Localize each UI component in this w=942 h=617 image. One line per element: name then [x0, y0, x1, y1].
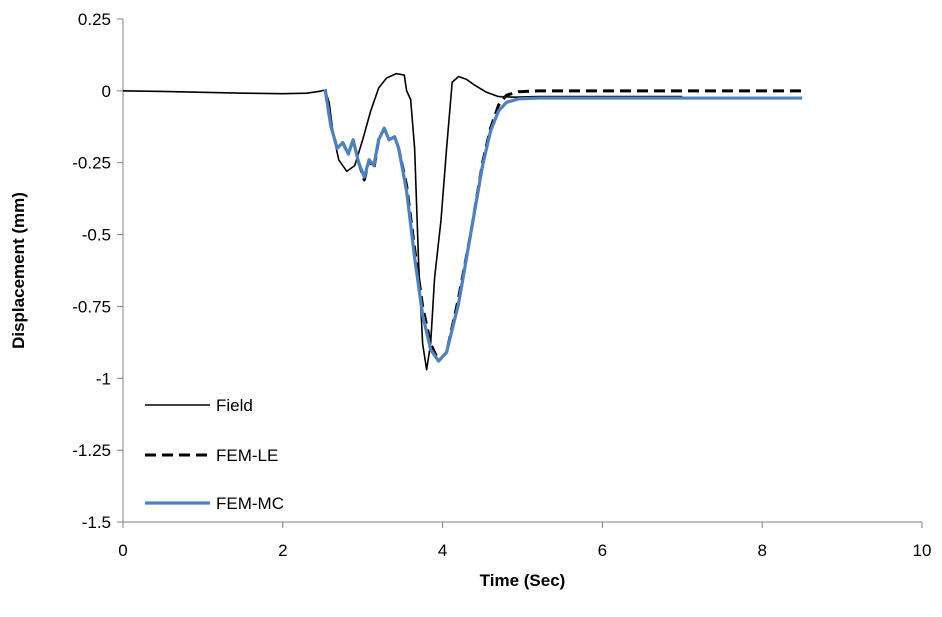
y-tick-label: -1.25 [72, 441, 111, 460]
x-tick-label: 10 [913, 541, 932, 560]
y-tick-label: -1.5 [82, 513, 111, 532]
series-lines [122, 72, 803, 371]
x-tick-label: 8 [757, 541, 766, 560]
y-tick-label: -1 [96, 369, 111, 388]
axes [122, 19, 922, 523]
legend-label-fem-mc: FEM-MC [216, 494, 284, 513]
y-axis-title: Displacement (mm) [9, 192, 28, 349]
x-tick-label: 6 [598, 541, 607, 560]
y-tick-label: -0.25 [72, 154, 111, 173]
x-tick-label: 2 [278, 541, 287, 560]
x-axis-title: Time (Sec) [480, 571, 566, 590]
y-tick-label: 0.25 [78, 10, 111, 29]
legend: Field FEM-LE FEM-MC [145, 396, 284, 513]
y-tick-label: -0.5 [82, 226, 111, 245]
x-tick-label: 0 [118, 541, 127, 560]
legend-label-fem-le: FEM-LE [216, 446, 278, 465]
series-line-fem-le [323, 89, 803, 363]
y-tick-label: -0.75 [72, 297, 111, 316]
y-tick-label: 0 [102, 82, 111, 101]
tick-labels: 0.25 0 -0.25 -0.5 -0.75 -1 -1.25 -1.5 0 2 4 6 8 10 [72, 10, 931, 560]
legend-label-field: Field [216, 396, 253, 415]
ticks [117, 18, 923, 528]
x-tick-label: 4 [438, 541, 447, 560]
series-line-fem-mc [323, 89, 803, 363]
series-line-field [122, 72, 683, 371]
